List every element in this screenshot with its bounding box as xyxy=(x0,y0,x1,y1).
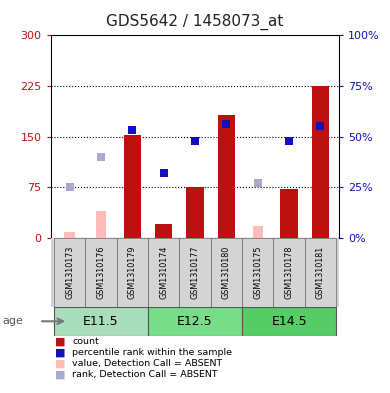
Text: GSM1310180: GSM1310180 xyxy=(222,246,231,299)
Bar xyxy=(218,115,235,238)
Text: ■: ■ xyxy=(55,370,65,380)
Text: GSM1310177: GSM1310177 xyxy=(190,245,200,299)
Text: GSM1310176: GSM1310176 xyxy=(96,246,105,299)
Text: E14.5: E14.5 xyxy=(271,315,307,328)
Text: percentile rank within the sample: percentile rank within the sample xyxy=(72,349,232,357)
Bar xyxy=(273,238,305,307)
Bar xyxy=(242,238,273,307)
Bar xyxy=(96,211,106,238)
Bar xyxy=(117,238,148,307)
Text: E12.5: E12.5 xyxy=(177,315,213,328)
Text: GDS5642 / 1458073_at: GDS5642 / 1458073_at xyxy=(106,14,284,30)
Bar xyxy=(179,238,211,307)
Bar xyxy=(305,238,336,307)
Text: ■: ■ xyxy=(55,337,65,347)
Bar xyxy=(54,307,148,336)
Text: E11.5: E11.5 xyxy=(83,315,119,328)
Text: value, Detection Call = ABSENT: value, Detection Call = ABSENT xyxy=(72,360,222,368)
Text: GSM1310174: GSM1310174 xyxy=(159,246,168,299)
Bar xyxy=(242,307,336,336)
Text: GSM1310175: GSM1310175 xyxy=(253,245,262,299)
Bar xyxy=(211,238,242,307)
Bar xyxy=(155,224,172,238)
Text: GSM1310173: GSM1310173 xyxy=(65,246,74,299)
Bar xyxy=(312,86,329,238)
Bar xyxy=(253,226,263,238)
Bar xyxy=(64,232,75,238)
Bar xyxy=(124,135,141,238)
Text: GSM1310181: GSM1310181 xyxy=(316,246,325,299)
Text: rank, Detection Call = ABSENT: rank, Detection Call = ABSENT xyxy=(72,371,218,379)
Text: GSM1310179: GSM1310179 xyxy=(128,245,137,299)
Text: count: count xyxy=(72,338,99,346)
Bar xyxy=(186,187,204,238)
Bar xyxy=(280,189,298,238)
Bar xyxy=(148,238,179,307)
Text: ■: ■ xyxy=(55,348,65,358)
Bar xyxy=(85,238,117,307)
Bar xyxy=(148,307,242,336)
Text: GSM1310178: GSM1310178 xyxy=(285,246,294,299)
Text: ■: ■ xyxy=(55,359,65,369)
Bar xyxy=(54,238,85,307)
Text: age: age xyxy=(2,316,23,326)
